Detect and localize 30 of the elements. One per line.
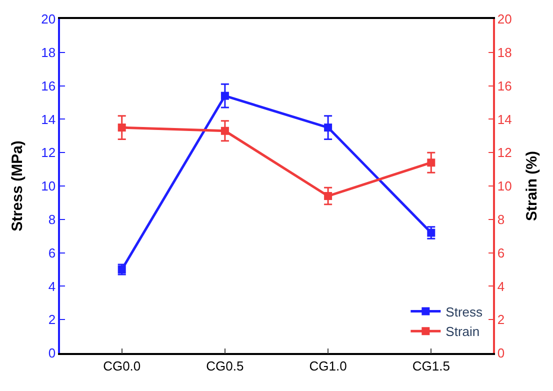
- y-axis-title: Stress (MPa): [8, 140, 26, 232]
- y2-axis-title: Strain (%): [523, 150, 540, 222]
- legend-label: Strain: [446, 324, 480, 340]
- y2-tick-label: 8: [497, 212, 505, 227]
- y2-tick-label: 0: [497, 346, 505, 361]
- y-tick-label: 2: [48, 312, 56, 328]
- y2-tick-label: 2: [497, 312, 505, 328]
- y2-tick-label: 4: [497, 278, 505, 294]
- y2-tick-label: 18: [497, 44, 512, 60]
- y-tick-label: 16: [41, 78, 56, 94]
- y-tick-label: 10: [41, 178, 56, 194]
- y2-tick-label: 10: [497, 178, 512, 194]
- x-tick-label: CG0.0: [103, 358, 141, 374]
- y2-tick-label: 20: [497, 12, 512, 27]
- x-tick-label: CG0.5: [206, 358, 244, 374]
- y2-tick-label: 14: [497, 112, 512, 127]
- y-tick-label: 4: [48, 278, 56, 294]
- y2-tick-label: 6: [497, 245, 505, 260]
- y-tick-label: 18: [41, 44, 56, 60]
- x-tick-label: CG1.5: [412, 358, 450, 374]
- y-tick-label: 12: [41, 145, 56, 160]
- x-tick-label: CG1.0: [309, 358, 347, 374]
- y-tick-label: 8: [48, 212, 56, 227]
- y-tick-label: 20: [41, 12, 56, 27]
- y2-tick-label: 12: [497, 145, 512, 160]
- y2-tick-label: 16: [497, 78, 512, 94]
- y-tick-label: 6: [48, 245, 56, 260]
- legend-label: Stress: [446, 304, 484, 320]
- y-tick-label: 14: [41, 112, 56, 127]
- y-tick-label: 0: [48, 346, 56, 361]
